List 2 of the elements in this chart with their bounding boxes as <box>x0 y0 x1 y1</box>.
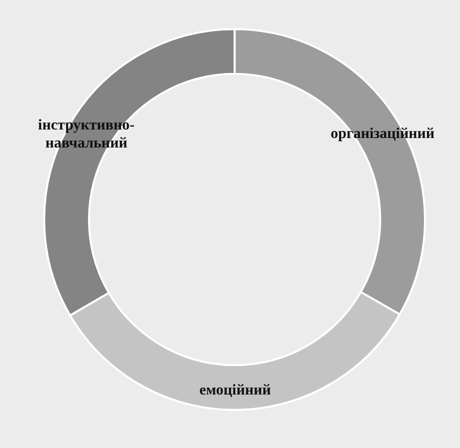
slice-label: емоційний <box>199 382 272 399</box>
slice-label: організаційний <box>330 126 435 142</box>
